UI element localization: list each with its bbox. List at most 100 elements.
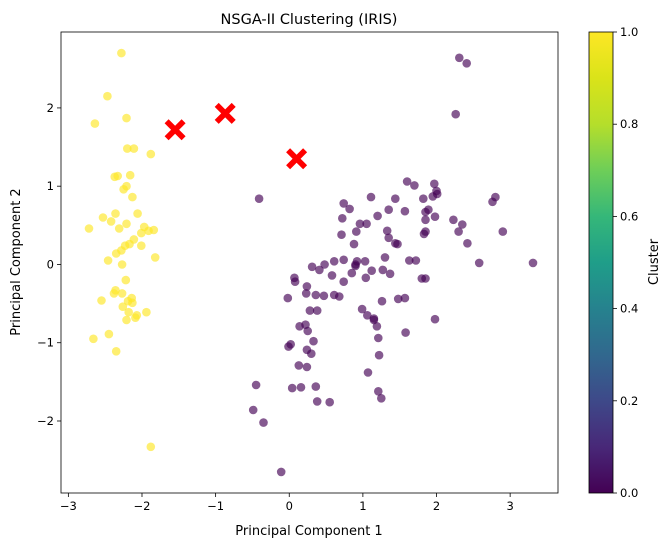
y-tick-label: 1 bbox=[47, 179, 54, 193]
data-point-cluster-0 bbox=[498, 227, 508, 236]
data-points bbox=[84, 48, 538, 477]
x-tick-label: 2 bbox=[433, 499, 440, 513]
data-point-cluster-0 bbox=[400, 206, 410, 216]
data-point-cluster-1 bbox=[131, 313, 140, 323]
data-point-cluster-0 bbox=[337, 230, 346, 239]
colorbar-ticks: 0.0 0.2 0.4 0.6 0.8 1.0 bbox=[613, 25, 638, 500]
data-point-cluster-1 bbox=[84, 224, 94, 233]
x-tick-label: 0 bbox=[286, 499, 293, 513]
data-point-cluster-0 bbox=[312, 306, 322, 315]
y-axis-label: Principal Component 2 bbox=[9, 188, 24, 335]
data-point-cluster-0 bbox=[302, 362, 312, 372]
data-point-cluster-0 bbox=[283, 293, 293, 303]
data-point-cluster-0 bbox=[360, 257, 370, 266]
data-point-cluster-0 bbox=[327, 271, 337, 280]
data-point-cluster-0 bbox=[430, 212, 440, 221]
data-point-cluster-0 bbox=[463, 239, 472, 248]
data-point-cluster-1 bbox=[103, 91, 112, 101]
data-point-cluster-0 bbox=[391, 194, 400, 203]
data-point-cluster-1 bbox=[137, 241, 146, 250]
data-point-cluster-0 bbox=[410, 181, 419, 190]
data-point-cluster-0 bbox=[329, 257, 339, 266]
data-point-cluster-0 bbox=[377, 296, 387, 306]
x-axis-label: Principal Component 1 bbox=[235, 524, 382, 539]
data-point-cluster-0 bbox=[374, 350, 384, 360]
data-point-cluster-1 bbox=[128, 298, 137, 308]
data-point-cluster-1 bbox=[111, 347, 121, 356]
data-point-cluster-1 bbox=[89, 334, 98, 344]
y-tick-label: 2 bbox=[47, 101, 54, 115]
data-point-cluster-0 bbox=[248, 405, 258, 415]
data-point-cluster-1 bbox=[150, 253, 160, 262]
data-point-cluster-1 bbox=[97, 296, 106, 305]
data-point-cluster-0 bbox=[325, 397, 335, 407]
data-point-cluster-1 bbox=[111, 249, 121, 258]
data-point-cluster-0 bbox=[338, 214, 347, 223]
data-point-cluster-0 bbox=[405, 256, 414, 265]
data-point-cluster-0 bbox=[363, 368, 373, 377]
data-point-cluster-0 bbox=[319, 291, 329, 301]
data-point-cluster-1 bbox=[117, 48, 126, 58]
data-point-cluster-1 bbox=[111, 209, 120, 218]
data-point-cluster-0 bbox=[528, 258, 538, 268]
data-point-cluster-1 bbox=[128, 192, 137, 202]
data-point-cluster-0 bbox=[378, 265, 388, 275]
data-point-cluster-0 bbox=[430, 179, 439, 189]
data-point-cluster-1 bbox=[137, 228, 146, 238]
data-point-cluster-1 bbox=[113, 171, 122, 181]
data-point-cluster-0 bbox=[374, 333, 383, 343]
data-point-cluster-0 bbox=[339, 199, 349, 208]
data-point-cluster-1 bbox=[117, 289, 127, 298]
centroid-x-shape bbox=[286, 148, 308, 170]
data-point-cluster-0 bbox=[419, 229, 429, 239]
data-point-cluster-0 bbox=[251, 380, 261, 390]
data-point-cluster-0 bbox=[366, 192, 376, 202]
data-point-cluster-0 bbox=[402, 177, 412, 186]
data-point-cluster-0 bbox=[259, 418, 268, 427]
data-point-cluster-0 bbox=[380, 253, 390, 262]
data-point-cluster-0 bbox=[349, 239, 359, 249]
centroid-marker bbox=[164, 119, 186, 141]
data-point-cluster-1 bbox=[129, 144, 139, 153]
colorbar-tick-label: 0.2 bbox=[620, 394, 638, 408]
data-point-cluster-0 bbox=[428, 192, 438, 201]
data-point-cluster-0 bbox=[254, 194, 264, 203]
x-tick-label: −2 bbox=[134, 499, 151, 513]
y-tick-label: 0 bbox=[47, 257, 54, 271]
plot-frame bbox=[60, 31, 559, 494]
data-point-cluster-0 bbox=[363, 311, 372, 320]
y-tick-label: −1 bbox=[37, 336, 54, 350]
data-point-cluster-0 bbox=[290, 277, 300, 287]
data-point-cluster-1 bbox=[122, 113, 131, 123]
data-point-cluster-0 bbox=[307, 349, 316, 359]
x-tick-label: −3 bbox=[60, 499, 77, 513]
data-point-cluster-1 bbox=[106, 217, 116, 226]
data-point-cluster-0 bbox=[401, 328, 410, 337]
data-point-cluster-0 bbox=[421, 274, 430, 283]
data-point-cluster-1 bbox=[149, 225, 159, 235]
data-point-cluster-0 bbox=[345, 204, 354, 214]
data-point-cluster-0 bbox=[374, 387, 383, 396]
data-point-cluster-0 bbox=[382, 226, 392, 236]
colorbar-tick-label: 0.0 bbox=[620, 486, 638, 500]
data-point-cluster-0 bbox=[357, 304, 367, 314]
data-point-cluster-0 bbox=[462, 59, 472, 68]
data-point-cluster-0 bbox=[362, 219, 371, 229]
data-point-cluster-0 bbox=[309, 336, 318, 346]
data-point-cluster-0 bbox=[411, 256, 421, 265]
data-point-cluster-0 bbox=[385, 269, 395, 279]
data-point-cluster-0 bbox=[305, 306, 315, 315]
colorbar-tick-label: 1.0 bbox=[620, 25, 638, 39]
data-point-cluster-0 bbox=[284, 342, 293, 351]
data-point-cluster-0 bbox=[351, 261, 360, 271]
data-point-cluster-1 bbox=[133, 209, 142, 218]
data-point-cluster-0 bbox=[287, 383, 297, 393]
chart-title: NSGA-II Clustering (IRIS) bbox=[221, 12, 398, 28]
data-point-cluster-1 bbox=[104, 329, 114, 339]
centroid-markers bbox=[164, 102, 308, 170]
data-point-cluster-0 bbox=[384, 233, 394, 243]
data-point-cluster-0 bbox=[419, 194, 428, 203]
data-point-cluster-1 bbox=[125, 170, 135, 180]
data-point-cluster-0 bbox=[430, 314, 440, 324]
data-point-cluster-0 bbox=[400, 293, 410, 303]
